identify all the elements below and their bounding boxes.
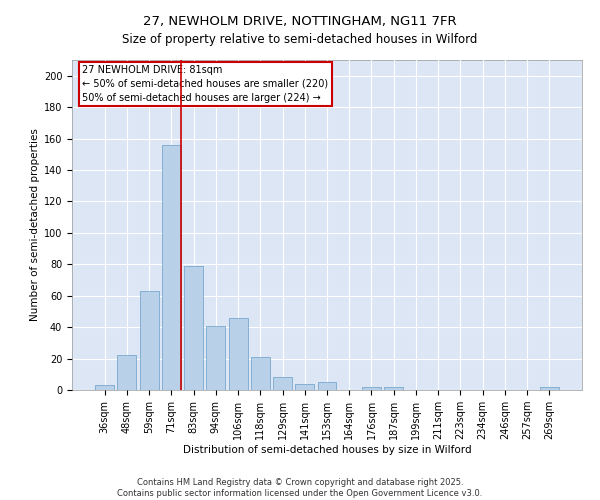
Bar	[384, 387, 403, 390]
Bar	[140, 291, 158, 390]
Bar	[273, 378, 292, 390]
Text: Size of property relative to semi-detached houses in Wilford: Size of property relative to semi-detach…	[122, 32, 478, 46]
Bar	[184, 266, 203, 390]
Bar	[251, 357, 270, 390]
Bar	[295, 384, 314, 390]
Bar	[162, 145, 181, 390]
Bar	[118, 356, 136, 390]
Text: 27 NEWHOLM DRIVE: 81sqm
← 50% of semi-detached houses are smaller (220)
50% of s: 27 NEWHOLM DRIVE: 81sqm ← 50% of semi-de…	[82, 65, 328, 103]
Bar	[540, 387, 559, 390]
Bar	[206, 326, 225, 390]
Text: Contains HM Land Registry data © Crown copyright and database right 2025.
Contai: Contains HM Land Registry data © Crown c…	[118, 478, 482, 498]
Text: 27, NEWHOLM DRIVE, NOTTINGHAM, NG11 7FR: 27, NEWHOLM DRIVE, NOTTINGHAM, NG11 7FR	[143, 15, 457, 28]
X-axis label: Distribution of semi-detached houses by size in Wilford: Distribution of semi-detached houses by …	[182, 445, 472, 455]
Bar	[229, 318, 248, 390]
Bar	[362, 387, 381, 390]
Y-axis label: Number of semi-detached properties: Number of semi-detached properties	[29, 128, 40, 322]
Bar	[95, 386, 114, 390]
Bar	[317, 382, 337, 390]
